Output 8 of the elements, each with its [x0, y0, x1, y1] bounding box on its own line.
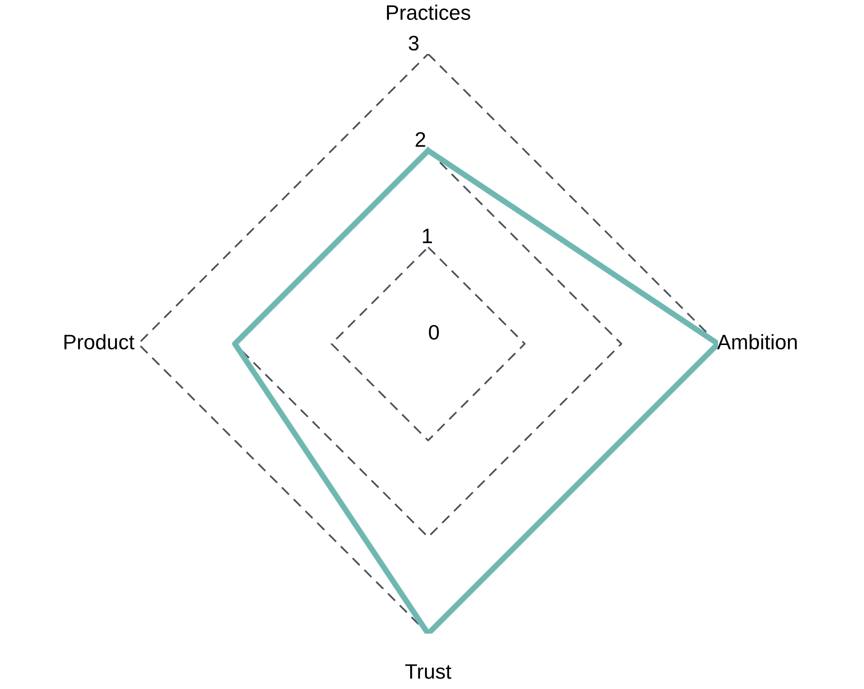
spoke-label: Trust — [405, 664, 452, 679]
spoke-label: Practices — [386, 4, 470, 20]
y-tick-label: 0 — [428, 324, 439, 340]
y-tick-label: 2 — [416, 132, 426, 147]
y-tick-label: 1 — [422, 228, 432, 244]
spoke-label: Product — [64, 334, 134, 350]
spoke-label: Ambition — [717, 334, 797, 350]
y-tick-label: 3 — [408, 36, 419, 51]
